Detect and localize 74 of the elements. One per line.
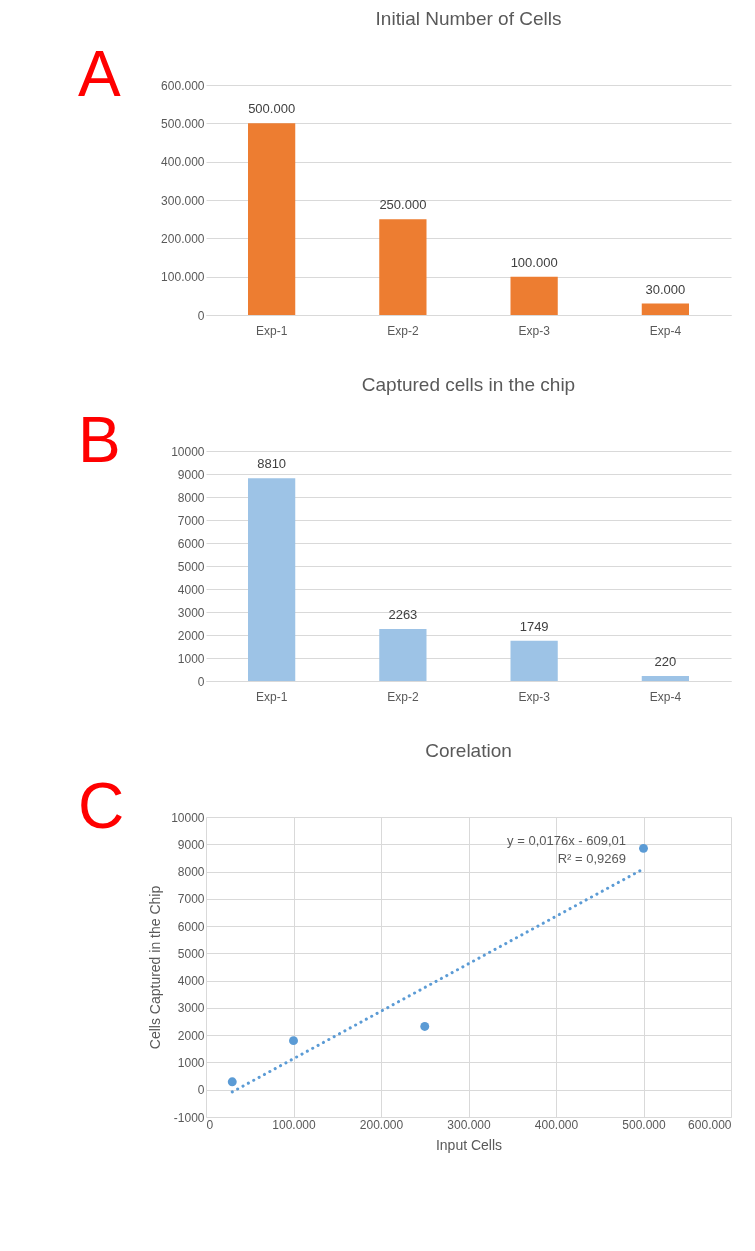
y-tick-label: -1000 (173, 1110, 205, 1125)
y-tick-label: 9000 (177, 837, 205, 852)
y-tick-label: 1000 (177, 1055, 205, 1070)
point (289, 1036, 298, 1046)
bar (379, 628, 427, 681)
text: B (78, 404, 121, 476)
chart-title: Initial Number of Cells (375, 8, 562, 29)
y-tick-label: 200.000 (161, 231, 205, 246)
data-label: 250.000 (379, 197, 427, 213)
text: A (78, 38, 121, 110)
y-tick-label: 7000 (177, 892, 205, 907)
bar (379, 219, 427, 315)
x-axis-title: Input Cells (435, 1136, 503, 1153)
data-label: 500.000 (248, 101, 296, 117)
point (420, 1021, 430, 1031)
y-tick-label: 600.000 (161, 78, 205, 93)
y-tick-label: 9000 (177, 467, 205, 482)
data-label: 30.000 (645, 281, 686, 297)
chart-title: Captured cells in the chip (361, 374, 576, 395)
y-tick-label: 10000 (171, 810, 205, 825)
chart-title: Corelation (425, 740, 512, 761)
y-tick-label: 5000 (177, 946, 205, 961)
bar (510, 640, 558, 681)
text: C (78, 770, 125, 842)
y-tick-label: 2000 (177, 628, 205, 643)
x-tick-label: Exp-3 (518, 323, 551, 338)
y-tick-label: 6000 (177, 536, 205, 551)
y-tick-label: 300.000 (161, 193, 205, 208)
bar (248, 478, 296, 681)
x-tick-label: Exp-4 (649, 689, 682, 704)
bar (510, 276, 558, 315)
bar (641, 675, 689, 681)
x-tick-label: Exp-2 (387, 323, 419, 338)
data-label: 1749 (519, 618, 549, 634)
annotation: y = 0,0176x - 609,01 (507, 833, 626, 848)
y-axis-title: Cells Captured in the Chip (147, 885, 164, 1050)
y-tick-label: 0 (197, 1083, 205, 1098)
y-tick-label: 2000 (177, 1028, 205, 1043)
y-tick-label: 5000 (177, 559, 205, 574)
x-tick-label: Exp-2 (387, 689, 419, 704)
point (639, 843, 648, 853)
data-label: 220 (654, 653, 677, 669)
y-tick-label: 0 (197, 308, 205, 323)
x-tick-label: Exp-3 (518, 689, 551, 704)
bar (641, 303, 689, 315)
data-label: 100.000 (510, 254, 558, 270)
y-tick-label: 3000 (177, 1001, 205, 1016)
annotation: R² = 0,9269 (557, 851, 626, 866)
y-tick-label: 6000 (177, 919, 205, 934)
y-tick-label: 10000 (171, 444, 205, 459)
x-tick-label: Exp-1 (255, 323, 288, 338)
y-tick-label: 1000 (177, 651, 205, 666)
y-tick-label: 0 (197, 674, 205, 689)
data-label: 8810 (257, 456, 287, 472)
y-tick-label: 8000 (177, 490, 205, 505)
x-tick-label: Exp-4 (649, 323, 682, 338)
y-tick-label: 3000 (177, 605, 205, 620)
y-tick-label: 4000 (177, 582, 205, 597)
bar (248, 123, 296, 315)
y-tick-label: 7000 (177, 513, 205, 528)
x-tick-label: 300.000 (447, 1117, 492, 1132)
x-tick-label: 500.000 (622, 1117, 667, 1132)
y-tick-label: 100.000 (161, 270, 205, 285)
y-tick-label: 500.000 (161, 116, 205, 131)
y-tick-label: 8000 (177, 865, 205, 880)
x-tick-label: 200.000 (359, 1117, 404, 1132)
x-tick-label: Exp-1 (255, 689, 288, 704)
y-tick-label: 400.000 (161, 155, 205, 170)
point (227, 1077, 237, 1087)
data-label: 2263 (388, 606, 418, 622)
y-tick-label: 4000 (177, 974, 205, 989)
x-tick-label: 400.000 (534, 1117, 579, 1132)
x-tick-label: 100.000 (272, 1117, 317, 1132)
x-tick-label: 600.000 (688, 1117, 732, 1132)
